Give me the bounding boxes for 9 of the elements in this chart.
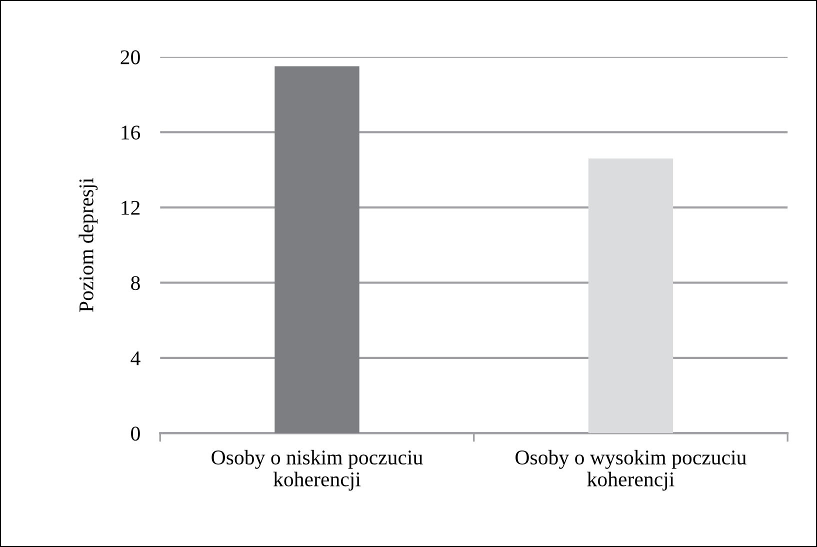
y-tick-label: 4: [130, 351, 140, 366]
x-tick-label: Osoby o niskim poczuciu koherencji: [212, 450, 423, 491]
y-tick-label: 16: [122, 126, 140, 140]
y-axis-title: Poziom depresji: [78, 178, 98, 312]
x-tick-label: Osoby o wysokim poczuciu koherencji: [516, 450, 746, 491]
y-tick-label: 12: [122, 200, 140, 215]
y-tick-label: 8: [131, 276, 140, 290]
y-tick-label: 20: [120, 50, 140, 64]
y-tick-label: 0: [131, 426, 140, 441]
